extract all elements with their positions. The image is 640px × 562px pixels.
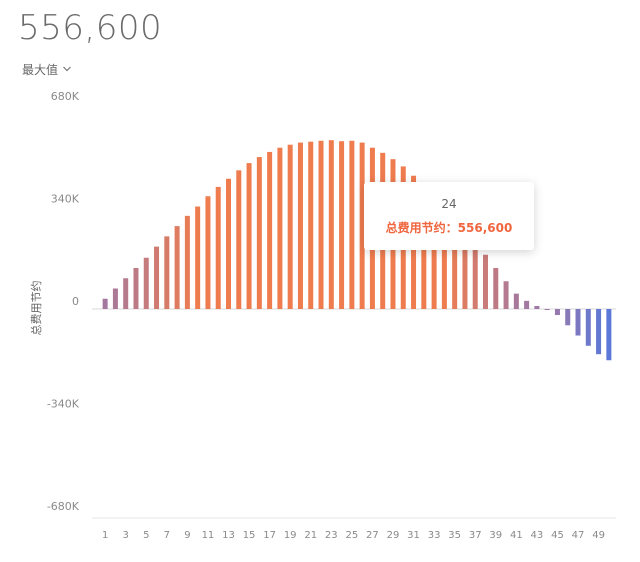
x-tick-label: 41: [510, 530, 523, 541]
x-tick-label: 29: [387, 530, 400, 541]
bar[interactable]: [596, 309, 602, 355]
x-tick-label: 13: [222, 530, 235, 541]
bar[interactable]: [483, 254, 488, 309]
y-tick-label: 680K: [51, 90, 80, 103]
x-tick-label: 9: [184, 530, 190, 541]
bar[interactable]: [287, 144, 293, 309]
bar[interactable]: [246, 163, 252, 309]
bar[interactable]: [226, 178, 231, 309]
bar[interactable]: [112, 288, 118, 310]
bar[interactable]: [123, 278, 129, 309]
bar[interactable]: [359, 142, 365, 309]
bar[interactable]: [565, 309, 571, 326]
x-tick-label: 11: [202, 530, 215, 541]
x-tick-label: 47: [572, 530, 585, 541]
bar[interactable]: [339, 141, 345, 309]
bar[interactable]: [349, 140, 355, 309]
bar[interactable]: [575, 309, 581, 336]
y-axis-title: 总费用节约: [29, 281, 43, 336]
x-tick-label: 23: [325, 530, 338, 541]
bar[interactable]: [215, 186, 221, 309]
bar[interactable]: [431, 196, 437, 309]
x-tick-label: 27: [366, 530, 379, 541]
bar[interactable]: [441, 206, 447, 310]
tooltip: 24 总费用节约：556,600: [364, 182, 534, 250]
aggregation-dropdown[interactable]: 最大值: [22, 60, 72, 78]
x-tick-label: 35: [448, 530, 461, 541]
bar[interactable]: [554, 309, 560, 316]
y-tick-label: 340K: [51, 193, 80, 206]
x-tick-label: 39: [489, 530, 502, 541]
bar[interactable]: [472, 242, 478, 310]
x-tick-label: 15: [243, 530, 256, 541]
bar[interactable]: [267, 151, 273, 309]
y-tick-label: 0: [72, 295, 79, 308]
x-tick-label: 25: [345, 530, 358, 541]
x-tick-label: 19: [284, 530, 297, 541]
x-tick-label: 33: [428, 530, 441, 541]
bar[interactable]: [236, 170, 242, 309]
tooltip-series-label: 总费用节约：: [385, 221, 458, 235]
aggregation-label: 最大值: [22, 62, 59, 77]
bar[interactable]: [534, 305, 540, 309]
bar[interactable]: [585, 309, 591, 346]
bar[interactable]: [143, 257, 149, 309]
bar[interactable]: [133, 268, 139, 309]
x-tick-label: 45: [551, 530, 564, 541]
bar[interactable]: [154, 246, 160, 309]
kpi-value: 556,600: [18, 8, 163, 48]
bar[interactable]: [606, 309, 612, 361]
x-tick-label: 37: [469, 530, 482, 541]
x-tick-label: 5: [143, 530, 149, 541]
x-tick-label: 31: [407, 530, 420, 541]
bar[interactable]: [544, 309, 550, 310]
x-tick-label: 17: [263, 530, 276, 541]
x-tick-label: 7: [164, 530, 170, 541]
tooltip-series-row: 总费用节约：556,600: [364, 219, 534, 236]
bar[interactable]: [256, 157, 262, 309]
bar[interactable]: [513, 293, 519, 310]
bar[interactable]: [524, 300, 530, 309]
bar[interactable]: [297, 142, 303, 309]
bar[interactable]: [174, 226, 180, 309]
bar[interactable]: [277, 147, 283, 309]
x-tick-label: 1: [102, 530, 108, 541]
bar[interactable]: [195, 206, 201, 310]
bar[interactable]: [493, 268, 499, 309]
bar[interactable]: [503, 281, 509, 309]
y-tick-label: -340K: [47, 398, 80, 411]
bar[interactable]: [184, 215, 190, 309]
x-tick-label: 49: [592, 530, 605, 541]
x-tick-label: 43: [531, 530, 544, 541]
bar[interactable]: [452, 217, 458, 309]
x-tick-label: 21: [304, 530, 317, 541]
tooltip-category: 24: [441, 197, 457, 211]
bar[interactable]: [318, 140, 324, 309]
tooltip-value: 556,600: [457, 221, 513, 235]
x-tick-label: 3: [123, 530, 129, 541]
bar[interactable]: [102, 298, 108, 309]
bar[interactable]: [328, 140, 334, 309]
chevron-down-icon: [63, 66, 71, 72]
bar[interactable]: [164, 236, 170, 309]
bar[interactable]: [205, 196, 211, 309]
bar[interactable]: [462, 230, 468, 309]
y-tick-label: -680K: [47, 500, 80, 513]
bar[interactable]: [308, 141, 314, 309]
